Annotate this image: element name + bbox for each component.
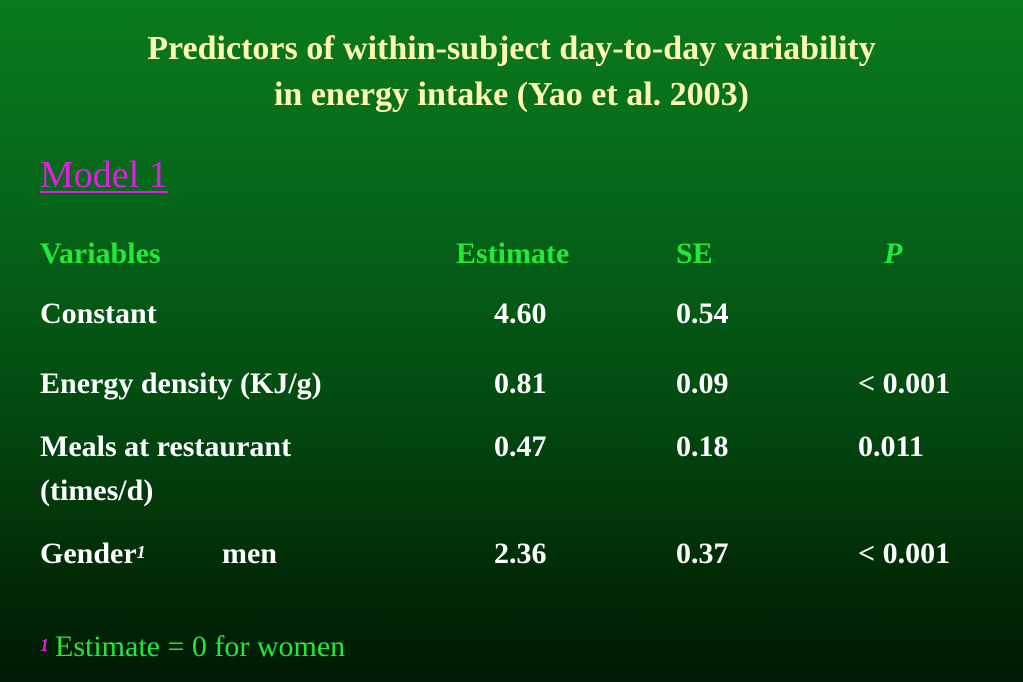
row-gender-label: Gender xyxy=(40,537,137,570)
footnote-text: Estimate = 0 for women xyxy=(55,630,346,663)
header-variables: Variables xyxy=(40,237,161,270)
row-gender-footnote-marker: 1 xyxy=(136,542,146,562)
title-line-1: Predictors of within-subject day-to-day … xyxy=(147,30,876,67)
row-gender-variable: Gender1 xyxy=(40,536,146,572)
row-meals-variable-line2: (times/d) xyxy=(40,474,154,507)
row-meals-se: 0.18 xyxy=(676,430,729,463)
row-energy-density-variable: Energy density (KJ/g) xyxy=(40,367,322,400)
row-gender-se: 0.37 xyxy=(676,537,729,570)
title-line-2: in energy intake (Yao et al. 2003) xyxy=(273,76,749,113)
header-estimate: Estimate xyxy=(456,237,570,270)
row-energy-density-p: < 0.001 xyxy=(858,367,951,400)
row-constant-variable: Constant xyxy=(40,297,157,330)
footnote: 1 Estimate = 0 for women xyxy=(40,627,345,667)
row-meals-variable: Meals at restaurant xyxy=(40,430,292,463)
row-meals-p: 0.011 xyxy=(858,430,924,463)
footnote-marker: 1 xyxy=(40,635,49,655)
header-se: SE xyxy=(676,237,713,270)
row-meals-estimate: 0.47 xyxy=(494,430,547,463)
header-p: P xyxy=(884,237,903,270)
row-constant-estimate: 4.60 xyxy=(494,297,547,330)
row-energy-density-se: 0.09 xyxy=(676,367,729,400)
model-label: Model 1 xyxy=(40,154,168,196)
slide-title: Predictors of within-subject day-to-day … xyxy=(0,26,1023,118)
row-gender-p: < 0.001 xyxy=(858,537,951,570)
row-constant-se: 0.54 xyxy=(676,297,729,330)
row-gender-estimate: 2.36 xyxy=(494,537,547,570)
row-gender-sublabel: men xyxy=(222,537,277,570)
row-energy-density-estimate: 0.81 xyxy=(494,367,547,400)
